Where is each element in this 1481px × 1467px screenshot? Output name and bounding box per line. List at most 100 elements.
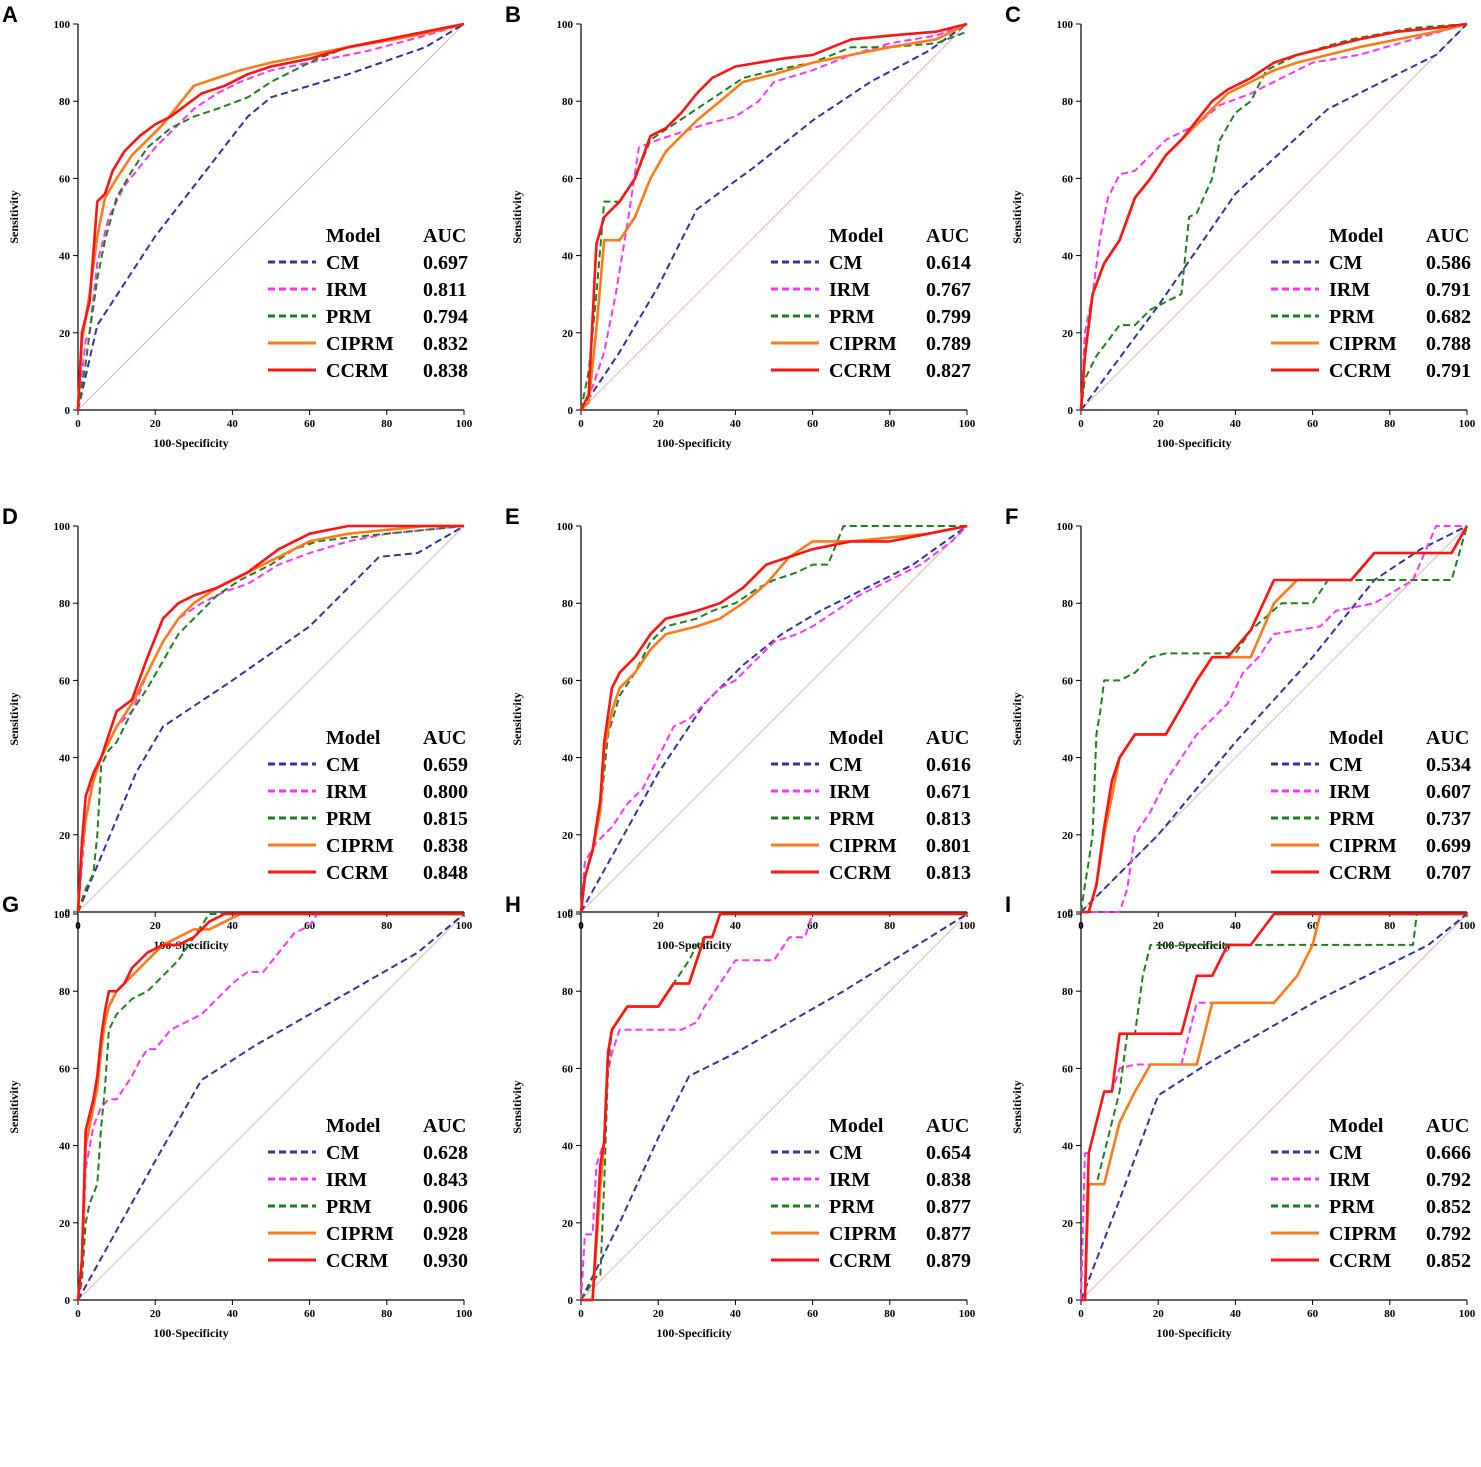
panel-g-x-tick-label: 60 — [304, 1308, 316, 1320]
panel-h-y-tick-label: 60 — [562, 1063, 574, 1075]
panel-c-y-tick-label: 0 — [1068, 405, 1074, 417]
panel-b-legend-name-prm: PRM — [829, 306, 875, 328]
panel-h-x-tick-label: 20 — [653, 1308, 665, 1320]
panel-h-curve-ccrm — [581, 912, 967, 1302]
panel-f-legend-auc-cm: 0.534 — [1426, 754, 1471, 776]
panel-b-x-tick-label: 80 — [884, 418, 896, 430]
panel-g-legend-name-cm: CM — [326, 1142, 359, 1164]
panel-e-x-tick-label: 100 — [959, 920, 976, 932]
panel-a-legend-name-ccrm: CCRM — [326, 360, 388, 382]
panel-b-y-tick-label: 0 — [568, 405, 574, 417]
panel-g-y-axis-label: Sensitivity — [7, 1080, 21, 1133]
panel-f-legend-name-ciprm: CIPRM — [1329, 835, 1397, 857]
panel-i-y-tick-label: 80 — [1062, 986, 1074, 998]
panel-a-letter: A — [2, 2, 18, 27]
panel-g-legend-header-model: Model — [326, 1115, 381, 1137]
panel-c-legend-name-irm: IRM — [1329, 279, 1370, 301]
panel-b-legend-auc-ciprm: 0.789 — [926, 333, 971, 355]
panel-g-x-tick-label: 100 — [456, 1308, 473, 1320]
panel-a-x-tick-label: 80 — [381, 418, 393, 430]
panel-f-legend-name-cm: CM — [1329, 754, 1362, 776]
panel-e-y-tick-label: 20 — [562, 830, 574, 842]
panel-h-curve-cm — [580, 913, 968, 1301]
panel-c-letter: C — [1005, 2, 1021, 27]
panel-g-legend-auc-ccrm: 0.930 — [423, 1250, 468, 1272]
panel-h-x-tick-label: 60 — [807, 1308, 819, 1320]
panel-d-reference-line — [77, 525, 465, 913]
panel-a-legend-name-irm: IRM — [326, 279, 367, 301]
panel-d-legend-name-ccrm: CCRM — [326, 862, 388, 884]
panel-e-legend-auc-cm: 0.616 — [926, 754, 971, 776]
panel-i-x-tick-label: 100 — [1459, 1308, 1476, 1320]
panel-i-legend-auc-prm: 0.852 — [1426, 1196, 1471, 1218]
panel-g-legend-header-auc: AUC — [423, 1115, 466, 1137]
panel-h-reference-line — [580, 913, 968, 1301]
panel-e-y-tick-label: 80 — [562, 598, 574, 610]
panel-h-x-tick-label: 80 — [884, 1308, 896, 1320]
panel-c-x-tick-label: 100 — [1459, 418, 1476, 430]
panel-a-reference-line — [77, 23, 465, 411]
panel-f-legend-header-model: Model — [1329, 727, 1384, 749]
panel-b-y-tick-label: 20 — [562, 328, 574, 340]
panel-b-y-tick-label: 100 — [557, 19, 574, 31]
panel-b-legend-header-auc: AUC — [926, 225, 969, 247]
panel-d-legend-name-irm: IRM — [326, 781, 367, 803]
panel-b-y-tick-label: 40 — [562, 251, 574, 263]
panel-b-reference-line — [580, 23, 968, 411]
panel-e-curve-ccrm — [579, 524, 968, 913]
panel-i-x-tick-label: 40 — [1230, 1308, 1242, 1320]
panel-d-y-tick-label: 80 — [59, 598, 71, 610]
panel-i-curve-prm — [1081, 913, 1467, 1301]
panel-d-x-tick-label: 100 — [456, 920, 473, 932]
panel-b-legend-name-irm: IRM — [829, 279, 870, 301]
panel-a-y-tick-label: 40 — [59, 251, 71, 263]
panel-f-y-tick-label: 40 — [1062, 753, 1074, 765]
panel-c-reference-line — [1080, 23, 1468, 411]
panel-f-x-tick-label: 20 — [1153, 920, 1165, 932]
panel-g-legend-name-prm: PRM — [326, 1196, 372, 1218]
panel-g-x-tick-label: 0 — [75, 1308, 81, 1320]
panel-h-legend-name-ciprm: CIPRM — [829, 1223, 897, 1245]
panel-d-y-tick-label: 60 — [59, 675, 71, 687]
panel-i-x-tick-label: 80 — [1384, 1308, 1396, 1320]
panel-d-legend-name-ciprm: CIPRM — [326, 835, 394, 857]
panel-d-legend-auc-cm: 0.659 — [423, 754, 468, 776]
panel-i-legend-auc-irm: 0.792 — [1426, 1169, 1471, 1191]
panel-b-x-tick-label: 40 — [730, 418, 742, 430]
panel-e-x-axis-label: 100-Specificity — [656, 938, 731, 952]
panel-b-y-tick-label: 60 — [562, 173, 574, 185]
panel-d-y-tick-label: 40 — [59, 753, 71, 765]
panel-c-legend-auc-cm: 0.586 — [1426, 252, 1471, 274]
panel-b-legend-name-cm: CM — [829, 252, 862, 274]
panel-c-legend-auc-ccrm: 0.791 — [1426, 360, 1471, 382]
panel-a-x-tick-label: 20 — [150, 418, 162, 430]
panel-a: A 0 20 40 60 80 100 0 20 40 60 80 100 100-Specificity… — [2, 2, 473, 450]
panel-a-x-tick-label: 100 — [456, 418, 473, 430]
panel-g-x-axis-label: 100-Specificity — [153, 1326, 228, 1340]
panel-i-x-tick-label: 20 — [1153, 1308, 1165, 1320]
panel-i-legend-name-ciprm: CIPRM — [1329, 1223, 1397, 1245]
panel-h-y-tick-label: 100 — [557, 909, 574, 921]
panel-d-curve-cm — [77, 525, 465, 913]
panel-a-curve-ccrm — [76, 22, 465, 411]
panel-g-legend-name-ccrm: CCRM — [326, 1250, 388, 1272]
panel-e-legend-name-ciprm: CIPRM — [829, 835, 897, 857]
panel-b-curve-ccrm — [579, 22, 968, 411]
panel-h-legend-header-auc: AUC — [926, 1115, 969, 1137]
panel-f-x-tick-label: 80 — [1384, 920, 1396, 932]
panel-d: D020406080100020406080100100-Specificity… — [2, 504, 473, 952]
panel-g-curve-cm — [77, 913, 465, 1301]
panel-i-reference-line — [1080, 913, 1468, 1301]
panel-c-y-tick-label: 100 — [1057, 19, 1074, 31]
panel-a-legend-name-ciprm: CIPRM — [326, 333, 394, 355]
panel-c-curve-irm — [1080, 23, 1468, 411]
panel-c: C 0 20 40 60 80 100 0 20 40 60 80 100 100-Specificity… — [1005, 2, 1476, 450]
panel-a-y-tick-label: 100 — [54, 19, 71, 31]
panel-g-x-tick-label: 20 — [150, 1308, 162, 1320]
panel-g-legend-auc-prm: 0.906 — [423, 1196, 468, 1218]
panel-a-y-tick-label: 60 — [59, 173, 71, 185]
panel-e-legend-name-irm: IRM — [829, 781, 870, 803]
panel-f-y-tick-label: 20 — [1062, 830, 1074, 842]
panel-e-letter: E — [505, 504, 520, 529]
